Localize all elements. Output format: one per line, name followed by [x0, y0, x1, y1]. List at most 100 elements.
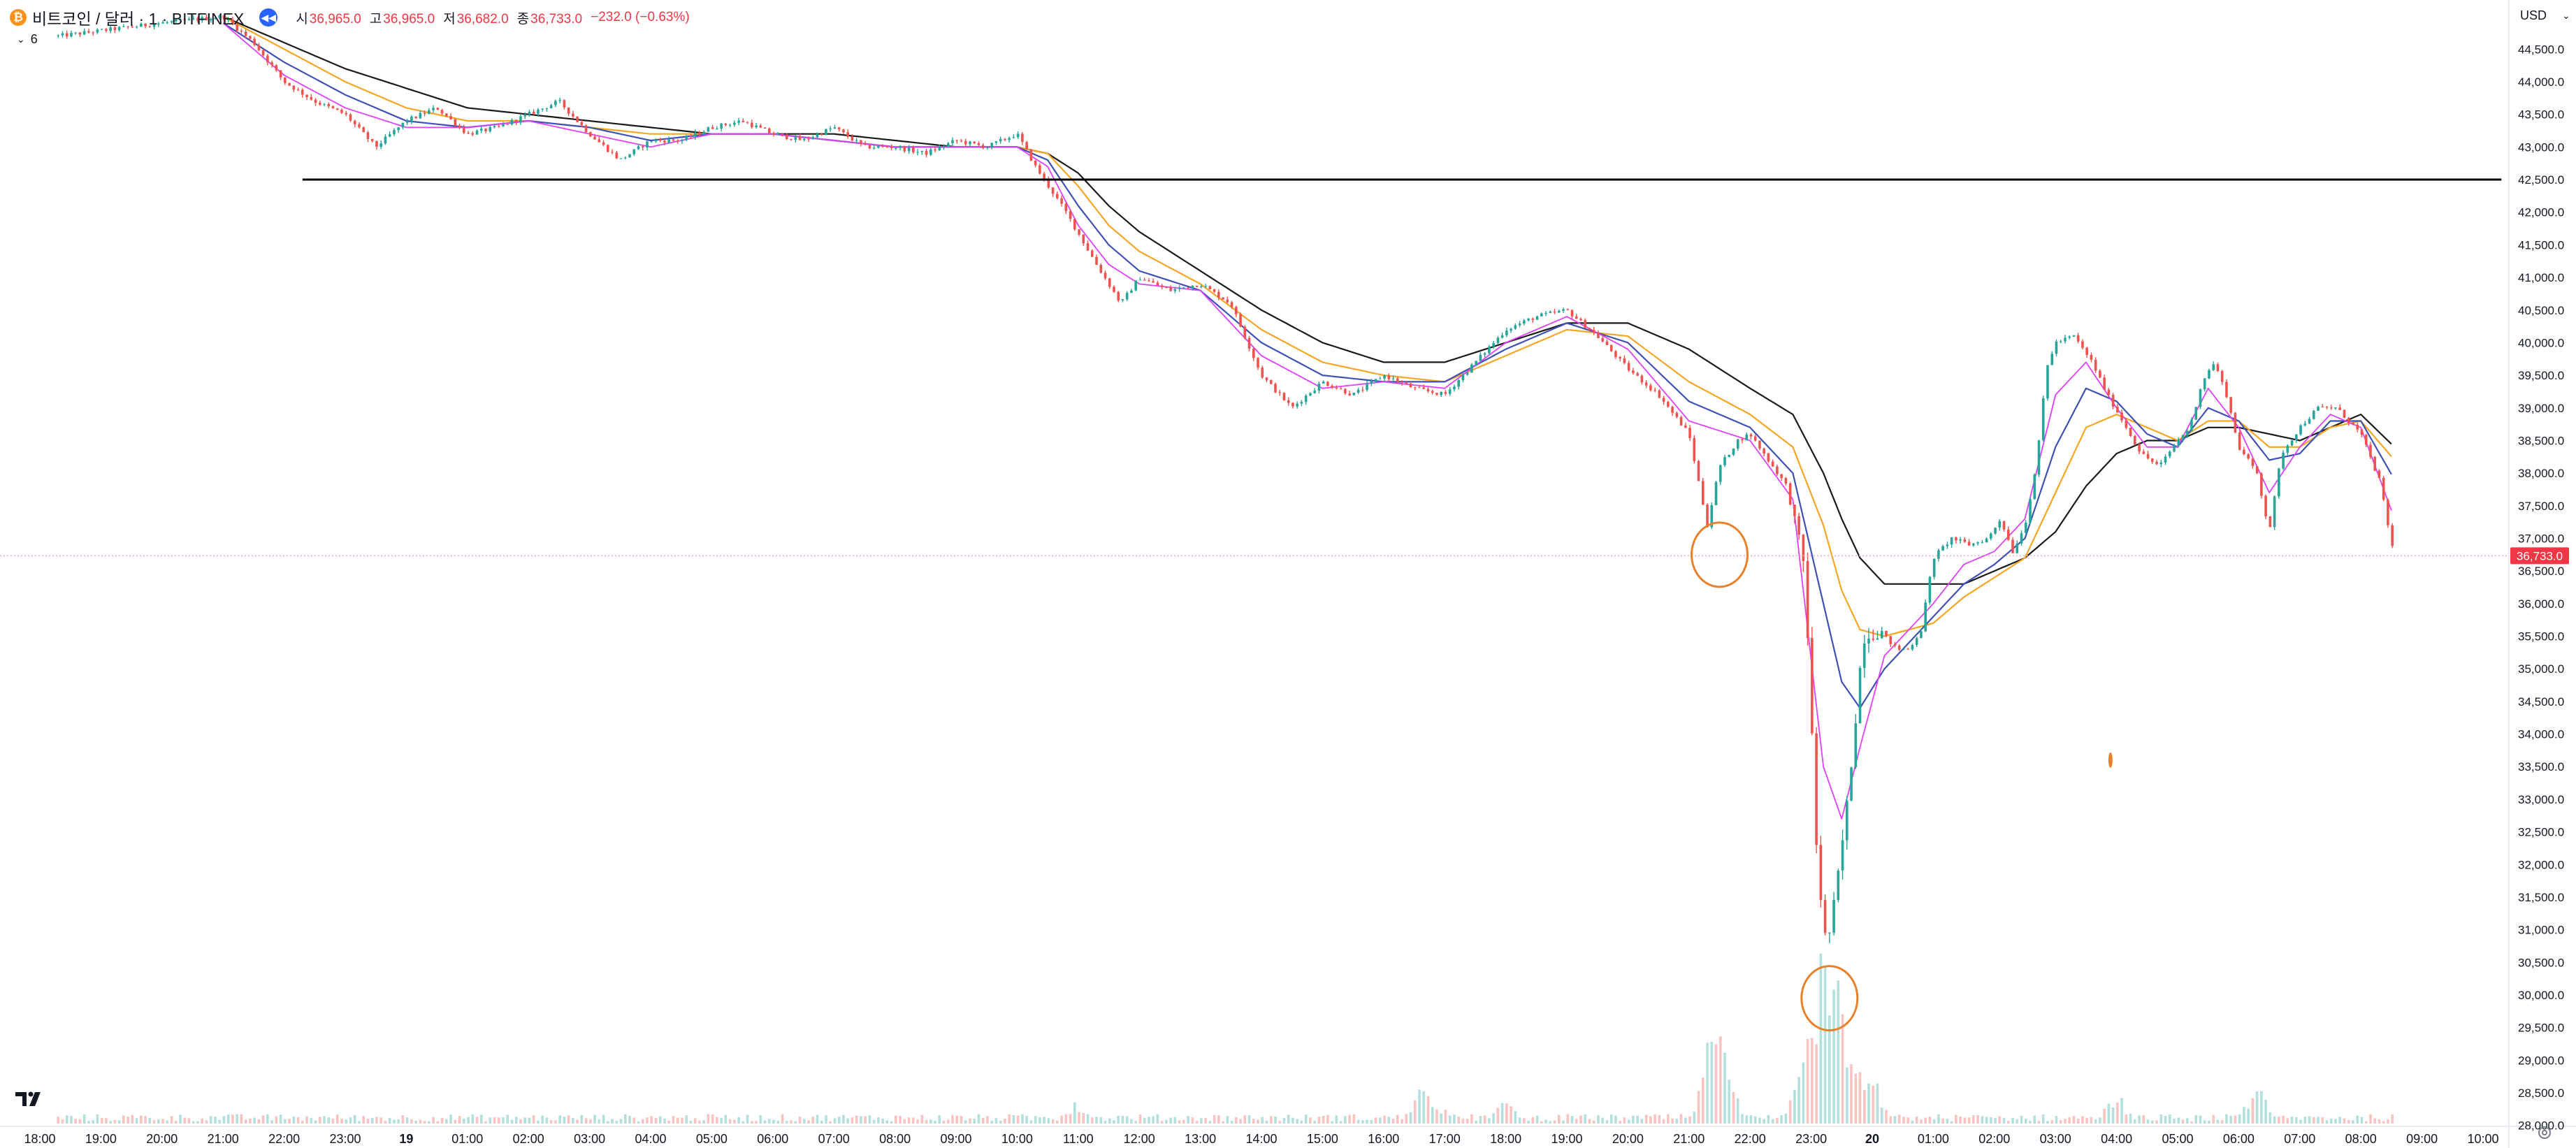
x-tick-label: 06:00 — [2223, 1132, 2255, 1146]
volume-bar — [981, 1117, 985, 1124]
candle-body — [2173, 445, 2176, 452]
volume-bar — [61, 1119, 64, 1124]
candle-body — [1492, 343, 1495, 347]
volume-bar — [1710, 1042, 1714, 1124]
candle-body — [912, 147, 915, 153]
candle-body — [1039, 165, 1041, 174]
volume-bar — [1959, 1117, 1962, 1124]
volume-bar — [484, 1121, 487, 1124]
candle-body — [969, 141, 971, 145]
y-tick-label: 30,000.0 — [2518, 989, 2564, 1002]
volume-bar — [335, 1114, 339, 1124]
candle-body — [724, 123, 728, 125]
y-tick-label: 37,500.0 — [2518, 500, 2564, 513]
volume-bar — [1326, 1114, 1329, 1124]
volume-bar — [2312, 1117, 2315, 1124]
candle-body — [1806, 560, 1809, 639]
candle-body — [209, 19, 212, 20]
candle-body — [2299, 425, 2302, 435]
volume-bar — [2369, 1114, 2372, 1124]
candle-body — [1893, 644, 1897, 646]
y-tick-label: 42,500.0 — [2518, 173, 2564, 187]
candle-body — [1431, 391, 1434, 393]
symbol-title[interactable]: 비트코인 / 달러 · 1 · BITFINEX — [32, 10, 245, 28]
candle-body — [1064, 203, 1068, 212]
price-axis[interactable]: 28,000.0 28,500.0 29,000.0 29,500.0 30,000.0… — [2518, 43, 2564, 1132]
volume-bar — [179, 1114, 182, 1124]
candle-body — [1876, 638, 1879, 640]
y-tick-label: 41,000.0 — [2518, 271, 2564, 284]
replay-icon[interactable]: ◀◀ — [259, 8, 278, 27]
volume-bar — [2090, 1117, 2093, 1124]
volume-bar — [284, 1119, 287, 1124]
time-axis[interactable]: 18:00 19:00 20:00 21:00 22:00 23:00 19 01:00 02:… — [24, 1132, 2498, 1146]
candle-body — [214, 18, 217, 20]
volume-bar — [899, 1116, 902, 1124]
candle-body — [1073, 219, 1076, 230]
candle-body — [702, 131, 705, 135]
volume-bar — [632, 1117, 636, 1124]
y-tick-label: 32,500.0 — [2518, 826, 2564, 839]
volume-bar — [2125, 1114, 2128, 1124]
candle-body — [2382, 478, 2385, 500]
volume-bar — [728, 1119, 732, 1124]
volume-bar — [1082, 1112, 1085, 1124]
candle-body — [275, 65, 278, 71]
volume-bar — [1893, 1116, 1897, 1124]
volume-bar — [650, 1116, 653, 1124]
tradingview-logo[interactable] — [14, 1090, 48, 1108]
candle-body — [2295, 434, 2298, 441]
candle-body — [87, 31, 90, 33]
candle-body — [1082, 234, 1085, 244]
volume-bar — [1788, 1100, 1792, 1124]
volume-bar — [2099, 1117, 2101, 1124]
candle-body — [1658, 390, 1661, 398]
volume-bar — [903, 1119, 906, 1124]
candle-body — [2229, 397, 2232, 413]
volume-bar — [2295, 1117, 2298, 1124]
volume-bar — [1073, 1102, 1076, 1124]
candle-body — [1213, 289, 1216, 292]
x-tick-label: 22:00 — [1735, 1132, 1766, 1146]
candle-body — [523, 114, 527, 117]
volume-bar — [986, 1116, 989, 1124]
candle-body — [1261, 368, 1264, 378]
volume-bar — [1143, 1117, 1146, 1124]
candle-body — [1867, 638, 1870, 644]
volume-bar — [720, 1118, 723, 1124]
candle-body — [2203, 378, 2206, 390]
candle-body — [1776, 466, 1779, 474]
volume-bar — [1401, 1119, 1403, 1124]
candle-body — [1741, 439, 1744, 441]
candle-body — [842, 129, 845, 133]
candle-body — [981, 145, 985, 148]
candle-body — [685, 136, 688, 140]
candle-body — [733, 122, 736, 125]
indicators-toggle[interactable]: ⌄ 6 — [17, 32, 38, 47]
candle-body — [2190, 419, 2193, 431]
volume-bar — [1431, 1107, 1434, 1124]
candle-body — [506, 124, 509, 125]
candle-body — [353, 120, 356, 124]
x-tick-label: 05:00 — [696, 1132, 728, 1146]
candle-body — [366, 132, 370, 139]
candle-body — [2111, 395, 2115, 407]
x-tick-label: 19 — [399, 1132, 413, 1146]
volume-bar — [1763, 1119, 1765, 1124]
volume-bar — [375, 1117, 378, 1124]
volume-bar — [1963, 1117, 1967, 1124]
volume-bar — [2150, 1120, 2154, 1124]
volume-bar — [1531, 1117, 1535, 1124]
x-tick-label: 09:00 — [2406, 1132, 2438, 1146]
volume-bar — [1649, 1116, 1652, 1124]
currency-select[interactable]: USD ⌄ — [2520, 8, 2570, 23]
volume-bar — [772, 1119, 775, 1124]
volume-bar — [1104, 1120, 1107, 1124]
volume-bar — [1640, 1119, 1644, 1124]
settings-gear-icon[interactable] — [2537, 1125, 2552, 1140]
volume-bar — [916, 1119, 919, 1124]
candle-body — [1985, 538, 1988, 543]
candle-body — [1138, 279, 1142, 281]
candle-body — [1780, 474, 1783, 479]
